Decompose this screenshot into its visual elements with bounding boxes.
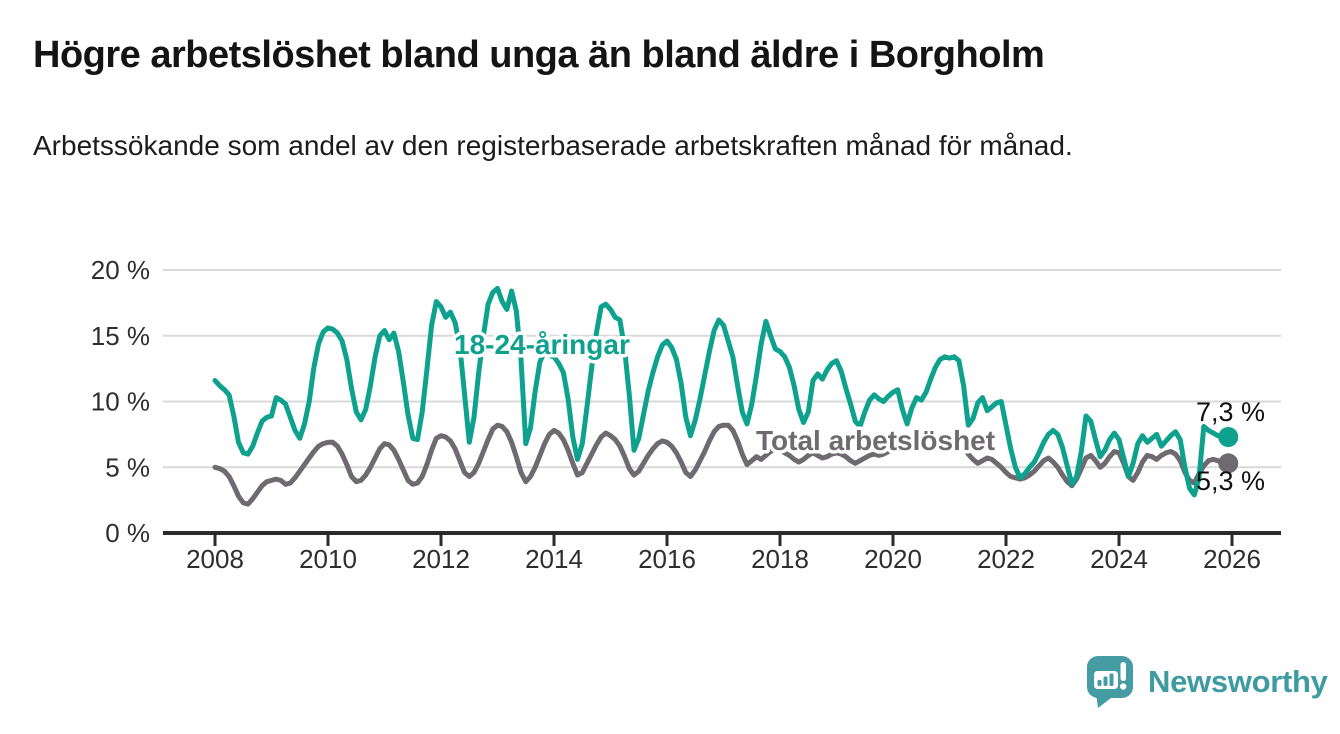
x-axis-tick-label: 2018 <box>751 544 809 574</box>
chart-subtitle: Arbetssökande som andel av den registerb… <box>33 130 1073 161</box>
chart-title: Högre arbetslöshet bland unga än bland ä… <box>33 34 1045 76</box>
x-axis-tick-label: 2024 <box>1090 544 1148 574</box>
series-label-total: Total arbetslöshet <box>756 425 995 456</box>
chart-plot-area: 20 % 15 % 10 % 5 % 0 % 2008 2010 2012 2014 2016 20… <box>91 255 1281 574</box>
x-axis-tick-label: 2016 <box>638 544 696 574</box>
y-axis-tick-label: 10 % <box>91 387 150 417</box>
x-axis-tick-label: 2020 <box>864 544 922 574</box>
series-label-youth: 18-24-åringar <box>454 329 630 360</box>
x-axis-tick-label: 2014 <box>525 544 583 574</box>
newsworthy-logo-icon <box>1087 656 1133 708</box>
end-value-label-total: 5,3 % <box>1196 466 1265 496</box>
x-axis-tick-label: 2026 <box>1203 544 1261 574</box>
x-axis-tick-label: 2008 <box>186 544 244 574</box>
y-axis-tick-label: 20 % <box>91 255 150 285</box>
series-end-dot-youth <box>1218 427 1239 448</box>
y-axis-tick-label: 15 % <box>91 321 150 351</box>
chart-label-layer: 18-24-åringar Total arbetslöshet 7,3 % 5… <box>451 326 1266 497</box>
end-value-label-youth: 7,3 % <box>1196 397 1265 427</box>
series-line-total <box>212 422 1230 507</box>
newsworthy-brand: Newsworthy <box>1086 655 1328 709</box>
x-axis-tick-label: 2012 <box>412 544 470 574</box>
y-axis-tick-label: 0 % <box>105 518 150 548</box>
x-axis-tick-label: 2022 <box>977 544 1035 574</box>
series-end-dot-total <box>1218 453 1239 474</box>
newsworthy-wordmark: Newsworthy <box>1148 664 1328 699</box>
series-line-youth <box>212 285 1230 498</box>
y-axis-tick-label: 5 % <box>105 452 150 482</box>
x-axis-tick-label: 2010 <box>299 544 357 574</box>
